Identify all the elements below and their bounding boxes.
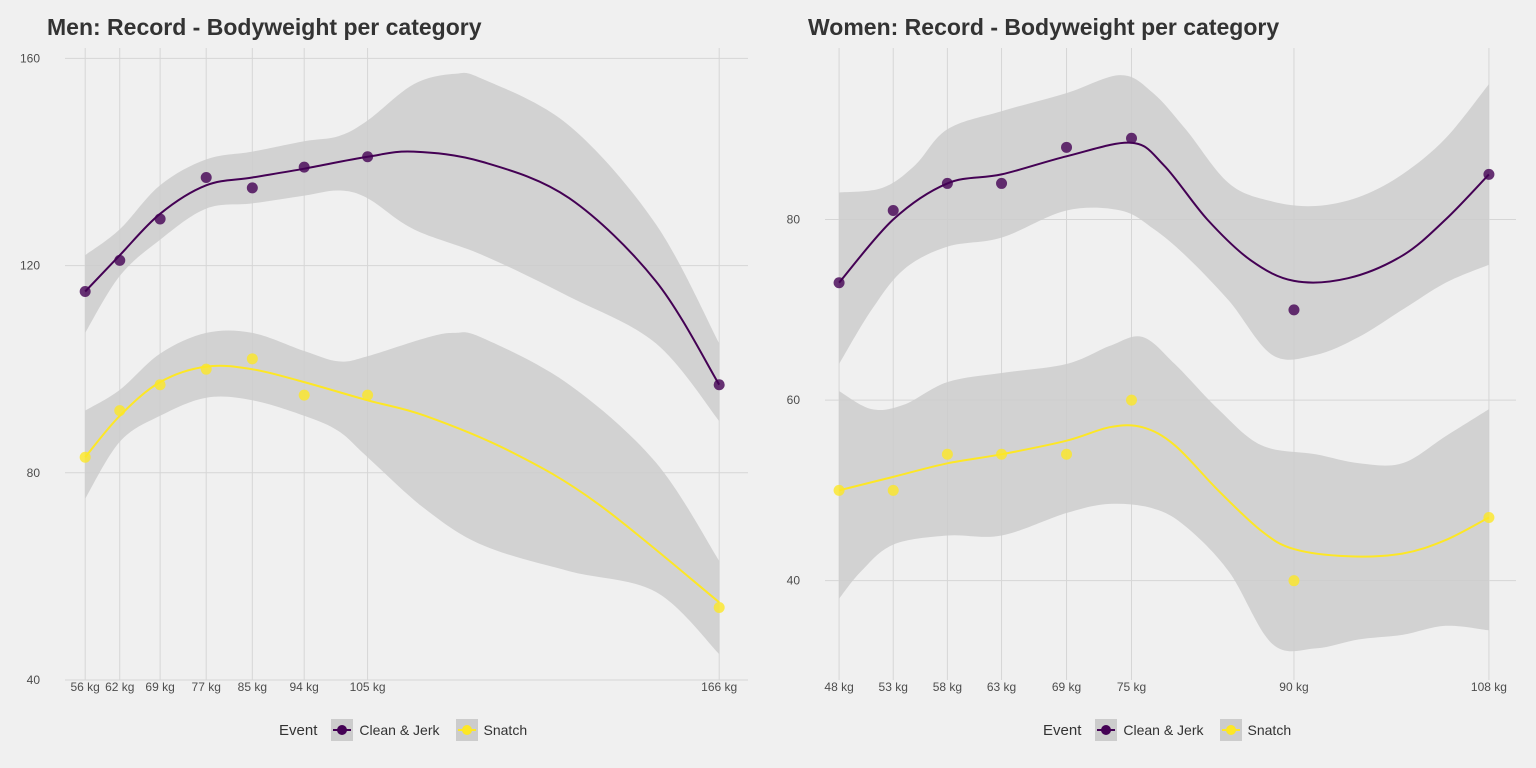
men-x-tick-label: 105 kg: [350, 680, 386, 694]
men-clean-jerk-point: [114, 254, 126, 266]
women-x-tick-label: 48 kg: [824, 680, 853, 694]
men-x-tick-label: 77 kg: [192, 680, 221, 694]
men-chart-plot: 40 80 120 160 56 kg 62 kg 69 kg 77 kg 85 kg 94 kg…: [20, 48, 748, 694]
men-legend: Event Clean & Jerk Snatch: [279, 717, 537, 743]
men-clean-jerk-point: [154, 213, 166, 225]
women-y-tick-label: 40: [787, 574, 801, 588]
women-clean-jerk-confidence-band: [839, 75, 1489, 364]
women-snatch-point: [941, 448, 953, 460]
women-x-tick-label: 69 kg: [1052, 680, 1081, 694]
women-chart-panel: Women: Record - Bodyweight per category …: [768, 0, 1536, 768]
men-x-tick-label: 62 kg: [105, 680, 134, 694]
women-clean-jerk-point: [941, 177, 953, 189]
men-chart-title: Men: Record - Bodyweight per category: [47, 14, 482, 40]
women-x-tick-label: 90 kg: [1279, 680, 1308, 694]
men-chart-panel: Men: Record - Bodyweight per category 40…: [20, 14, 748, 743]
men-clean-jerk-point: [246, 182, 258, 194]
men-x-tick-label: 85 kg: [238, 680, 267, 694]
men-y-tick-label: 40: [27, 673, 41, 687]
women-y-tick-label: 60: [787, 393, 801, 407]
men-x-tick-label: 56 kg: [70, 680, 99, 694]
men-snatch-point: [114, 405, 126, 417]
men-y-tick-label: 80: [27, 466, 41, 480]
men-snatch-point: [154, 379, 166, 391]
men-clean-jerk-point: [200, 172, 212, 184]
women-snatch-point: [996, 448, 1008, 460]
men-snatch-point: [246, 353, 258, 365]
men-snatch-point: [713, 601, 725, 613]
men-x-tick-label: 166 kg: [701, 680, 737, 694]
women-snatch-point: [887, 484, 899, 496]
women-snatch-point: [1483, 511, 1495, 523]
women-snatch-point: [1288, 575, 1300, 587]
women-snatch-confidence-band: [839, 336, 1489, 652]
women-clean-jerk-point: [887, 205, 899, 217]
women-snatch-point: [833, 484, 845, 496]
women-clean-jerk-point: [833, 277, 845, 289]
men-snatch-point: [362, 389, 374, 401]
women-snatch-point: [1061, 448, 1073, 460]
men-clean-jerk-point: [362, 151, 374, 163]
men-clean-jerk-point: [79, 285, 91, 297]
women-x-tick-label: 108 kg: [1471, 680, 1507, 694]
women-legend-label-clean-jerk: Clean & Jerk: [1123, 722, 1204, 738]
men-legend-label-snatch: Snatch: [483, 722, 528, 738]
men-snatch-point: [298, 389, 310, 401]
women-clean-jerk-point: [996, 177, 1008, 189]
women-chart-plot: 40 60 80 48 kg 53 kg 58 kg 63 kg 69 kg 75 kg 90 k…: [787, 48, 1516, 694]
women-x-tick-label: 53 kg: [879, 680, 908, 694]
men-legend-label-clean-jerk: Clean & Jerk: [359, 722, 440, 738]
women-x-tick-label: 75 kg: [1117, 680, 1146, 694]
women-clean-jerk-point: [1288, 304, 1300, 316]
women-chart-title: Women: Record - Bodyweight per category: [808, 14, 1280, 40]
men-clean-jerk-point: [298, 161, 310, 173]
men-legend-title: Event: [279, 721, 318, 739]
men-clean-jerk-point: [713, 379, 725, 391]
women-snatch-trend-line: [838, 424, 1490, 558]
women-clean-jerk-point: [1483, 168, 1495, 180]
women-clean-jerk-point: [1061, 141, 1073, 153]
women-y-tick-label: 80: [787, 213, 801, 227]
men-y-tick-label: 160: [20, 51, 40, 65]
women-clean-jerk-point: [1126, 132, 1138, 144]
men-legend-key-snatch: [455, 719, 478, 741]
men-x-tick-label: 69 kg: [145, 680, 174, 694]
men-legend-key-clean-jerk: [331, 719, 354, 741]
women-legend-key-clean-jerk: [1095, 719, 1118, 741]
men-clean-jerk-confidence-band: [85, 72, 720, 422]
women-legend-label-snatch: Snatch: [1247, 722, 1292, 738]
women-legend: Event Clean & Jerk Snatch: [1043, 717, 1301, 743]
women-snatch-point: [1126, 394, 1138, 406]
men-y-tick-label: 120: [20, 259, 40, 273]
men-snatch-point: [79, 451, 91, 463]
women-x-tick-label: 63 kg: [987, 680, 1016, 694]
women-legend-title: Event: [1043, 721, 1082, 739]
women-x-tick-label: 58 kg: [933, 680, 962, 694]
men-snatch-confidence-band: [85, 330, 720, 655]
women-legend-key-snatch: [1219, 719, 1242, 741]
men-snatch-point: [200, 363, 212, 375]
men-x-tick-label: 94 kg: [290, 680, 319, 694]
